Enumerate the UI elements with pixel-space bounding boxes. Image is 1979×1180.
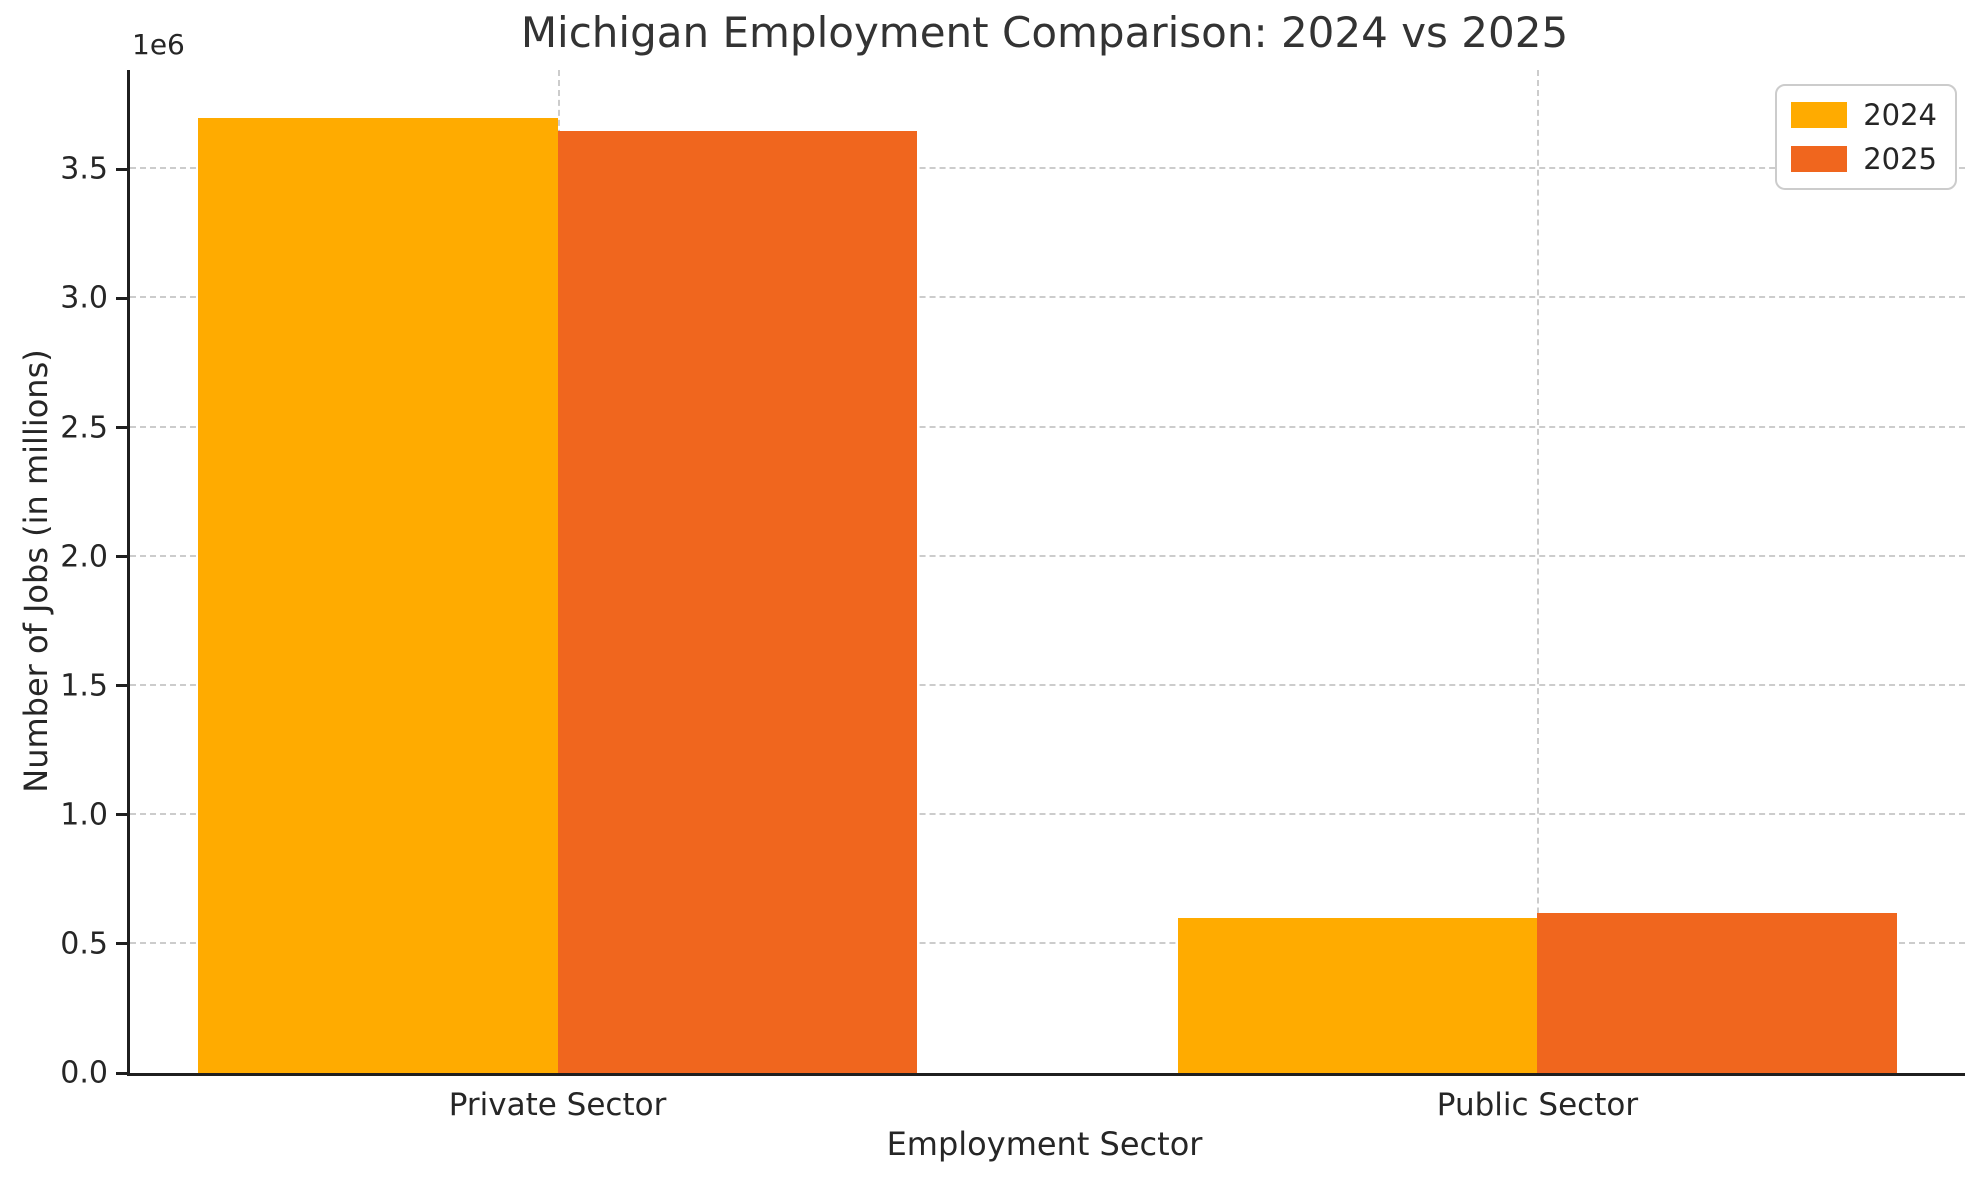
y-tick-mark-3.5	[116, 167, 127, 171]
y-tick-label-1.0: 1.0	[60, 797, 108, 833]
y-tick-label-2.0: 2.0	[60, 539, 108, 575]
gridline-y-0.5	[130, 941, 1965, 944]
legend-swatch-2025	[1791, 146, 1848, 172]
bar-2024-public-sector	[1177, 918, 1538, 1073]
plot-area: 1e6 0.0 0.5 1.0 1.5 2.0 2.5 3.0 3.5 Private Sect…	[60, 28, 1965, 1123]
legend-label-2024: 2024	[1863, 98, 1937, 132]
y-tick-mark-0.0	[116, 1071, 127, 1075]
y-tick-label-2.5: 2.5	[60, 410, 108, 446]
gridline-x-public-sector	[1537, 70, 1540, 1073]
gridline-y-3.0	[130, 296, 1965, 299]
legend-label-2025: 2025	[1863, 142, 1937, 176]
y-tick-label-3.5: 3.5	[60, 151, 108, 187]
bars-layer	[130, 70, 1965, 1073]
y-axis-offset-text: 1e6	[132, 28, 185, 61]
chart-title: Michigan Employment Comparison: 2024 vs …	[520, 8, 1569, 57]
y-tick-mark-2.0	[116, 555, 127, 559]
legend-swatch-2024	[1791, 102, 1848, 128]
y-tick-label-0.5: 0.5	[60, 926, 108, 962]
y-tick-mark-3.0	[116, 296, 127, 300]
y-tick-mark-2.5	[116, 426, 127, 430]
x-tick-label-public-sector: Public Sector	[1436, 1087, 1639, 1123]
gridline-y-3.5	[130, 167, 1965, 170]
y-tick-mark-1.5	[116, 684, 127, 688]
legend-item-2025: 2025	[1791, 142, 1937, 176]
y-tick-label-0.0: 0.0	[60, 1055, 108, 1091]
x-tick-label-private-sector: Private Sector	[448, 1087, 667, 1123]
legend-item-2024: 2024	[1791, 98, 1937, 132]
y-tick-mark-1.0	[116, 813, 127, 817]
ticks-layer: 0.0 0.5 1.0 1.5 2.0 2.5 3.0 3.5 Private Sector Pu…	[60, 70, 1965, 1123]
x-axis-label: Employment Sector	[886, 1125, 1203, 1163]
gridline-y-2.0	[130, 554, 1965, 557]
y-tick-label-1.5: 1.5	[60, 668, 108, 704]
legend: 2024 2025	[1775, 84, 1957, 190]
y-tick-label-3.0: 3.0	[60, 280, 108, 316]
gridline-y-1.0	[130, 812, 1965, 815]
gridline-y-1.5	[130, 683, 1965, 686]
bar-2024-private-sector	[197, 117, 558, 1073]
bar-2025-private-sector	[557, 130, 918, 1073]
gridline-y-2.5	[130, 425, 1965, 428]
y-axis-label: Number of Jobs (in millions)	[17, 349, 55, 793]
y-tick-mark-0.5	[116, 942, 127, 946]
bar-2025-public-sector	[1537, 912, 1898, 1073]
